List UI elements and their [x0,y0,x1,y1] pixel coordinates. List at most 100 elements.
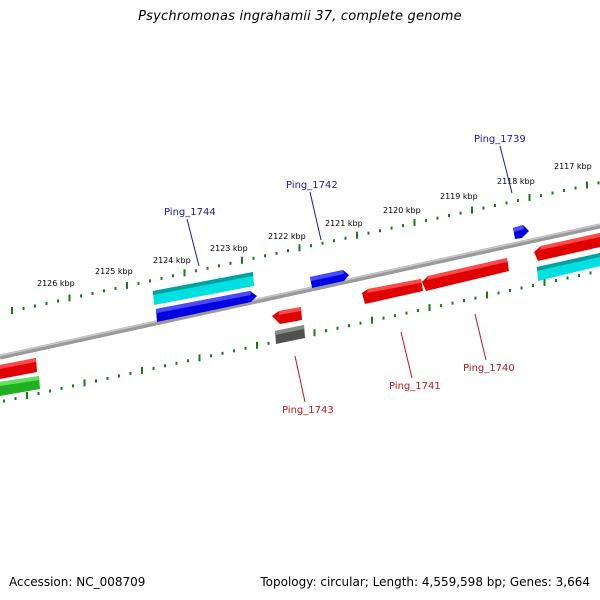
topology-text: Topology: circular; Length: 4,559,598 bp… [260,575,590,589]
minor-tick [497,291,500,295]
gene-arrow-right[interactable] [534,233,600,261]
minor-tick [336,326,339,330]
scale-label-2125: 2125 kbp [95,267,133,276]
minor-tick [149,279,151,283]
minor-tick [95,379,97,383]
gene-label-1744: Ping_1744 [164,207,216,218]
major-tick [413,219,416,227]
major-tick [528,194,531,201]
major-tick [198,354,201,362]
minor-tick [60,386,63,390]
major-tick [26,392,28,399]
minor-tick [91,291,94,295]
leader-1743 [294,355,306,403]
minor-tick [187,359,189,363]
scale-label-2119: 2119 kbp [440,192,478,201]
minor-tick [532,284,534,287]
minor-tick [505,201,508,205]
minor-tick [137,281,140,285]
major-tick [371,316,373,324]
major-tick [256,341,258,349]
minor-tick [106,376,109,380]
pseudo-gene-1743[interactable] [275,325,305,344]
minor-tick [267,341,270,345]
major-tick [543,279,546,286]
minor-tick [49,389,51,393]
gene-arrow-1740[interactable] [422,258,509,291]
minor-tick [482,206,485,210]
scale-label-2126: 2126 kbp [37,279,75,288]
genome-backbone [0,223,600,360]
minor-tick [287,249,289,253]
minor-tick [152,366,155,370]
minor-tick [359,321,362,325]
minor-tick [37,392,40,395]
minor-tick [440,304,442,308]
minor-tick [310,244,312,248]
gene-arrow-1741[interactable] [362,279,423,304]
minor-tick [244,346,247,350]
leader-1742 [309,191,322,241]
scale-label-2120: 2120 kbp [383,206,421,215]
major-tick [126,281,128,289]
minor-tick [195,269,197,273]
minus-strand-features [0,233,600,396]
minor-tick [221,351,224,355]
leader-1741 [400,331,413,379]
minor-tick [175,361,178,365]
gene-arrow-left-red[interactable] [0,358,37,379]
minor-tick [566,276,569,280]
major-tick [428,304,431,312]
minor-tick [379,229,381,233]
scale-label-2124: 2124 kbp [153,256,191,265]
major-tick [471,206,473,214]
lower-scale-ticks [3,271,592,403]
major-tick [298,244,301,252]
minor-tick [210,354,212,358]
minor-tick [22,307,25,310]
minor-tick [425,219,427,223]
minor-tick [390,226,393,230]
gene-label-1742: Ping_1742 [286,180,338,191]
gene-arrow-1742[interactable] [310,270,349,288]
minor-tick [218,264,220,268]
scale-label-2117: 2117 kbp [554,162,592,171]
major-tick [586,181,588,189]
minor-tick [494,204,496,207]
minor-tick [540,194,542,197]
minor-tick [229,261,232,265]
map-title: Psychromonas ingrahamii 37, complete gen… [138,9,462,24]
gene-label-1741: Ping_1741 [389,381,441,392]
minor-tick [344,236,347,240]
minor-tick [325,329,327,333]
minor-tick [402,224,404,228]
minor-tick [405,311,408,315]
minor-tick [103,289,105,293]
scale-label-2122: 2122 kbp [268,232,306,241]
scale-label-2121: 2121 kbp [325,219,363,228]
major-tick [83,379,86,387]
major-tick [68,294,71,302]
minor-tick [80,294,82,298]
gene-arrow-1744[interactable] [156,291,257,322]
minor-tick [3,399,5,403]
rna-feature-1744[interactable] [153,272,254,305]
scale-labels: 2126 kbp 2125 kbp 2124 kbp 2123 kbp 2122… [37,162,592,288]
leader-1744 [186,218,200,267]
minor-tick [14,397,17,400]
gene-arrow-left-green[interactable] [0,376,40,396]
minor-tick [448,214,450,218]
minor-tick [474,296,477,300]
minor-tick [509,289,511,292]
rna-feature-right[interactable] [537,253,600,281]
minor-tick [597,181,600,185]
gene-label-1739: Ping_1739 [474,134,526,145]
major-tick [356,231,358,239]
gene-arrow-1739[interactable] [513,225,529,239]
minor-tick [394,314,396,318]
major-tick [486,291,488,299]
major-tick [141,366,143,374]
gene-arrow-1743[interactable] [272,307,302,324]
minor-tick [206,266,209,270]
minor-tick [436,216,439,220]
